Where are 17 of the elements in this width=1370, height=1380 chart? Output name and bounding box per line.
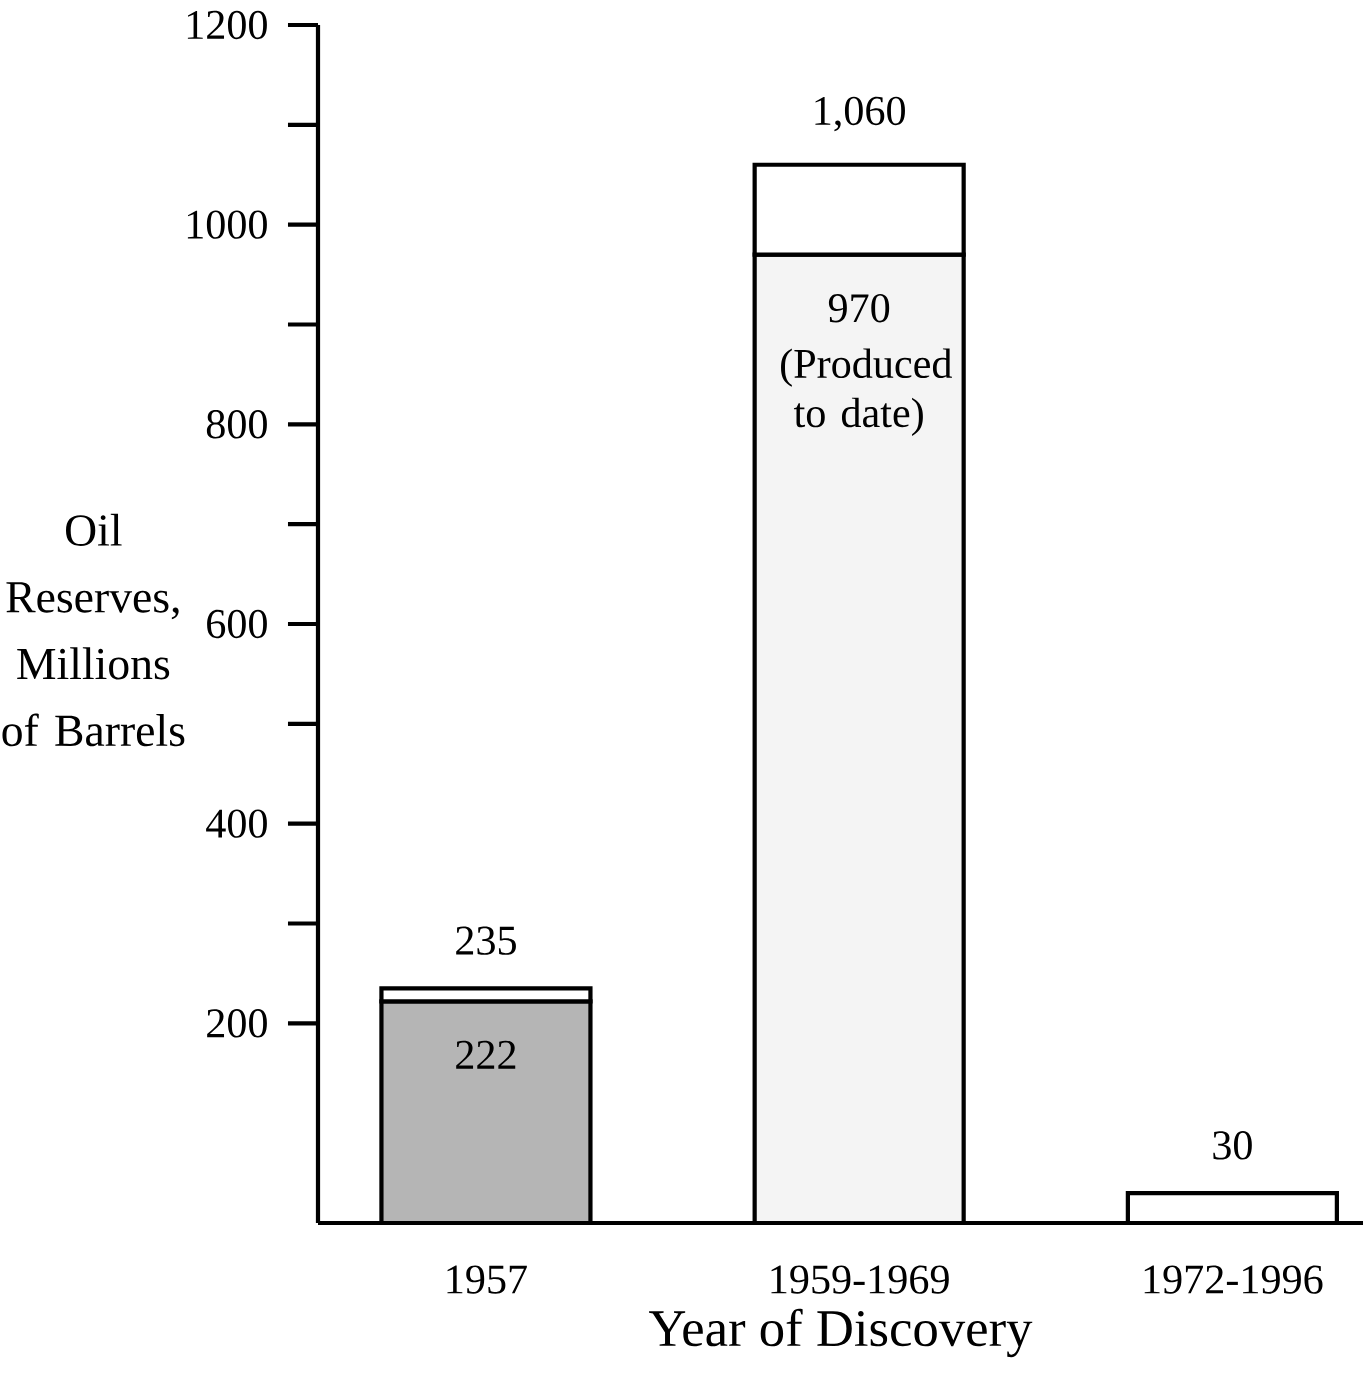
total-label: 30 xyxy=(1213,1131,1252,1160)
data-label: 222 xyxy=(456,1040,516,1069)
y-tick-label: 1000 xyxy=(187,210,267,239)
y-axis-title: Oil Reserves, Millions of Barrels xyxy=(2,513,185,747)
data-label: 970 xyxy=(828,293,890,323)
x-tick-label: 1957 xyxy=(447,1265,527,1294)
total-label: 1,060 xyxy=(815,96,905,132)
y-tick-label: 400 xyxy=(206,809,267,838)
y-tick-label: 200 xyxy=(207,1009,267,1038)
x-tick-label: 1972-1996 xyxy=(1144,1265,1323,1294)
total-label: 235 xyxy=(456,926,516,955)
y-tick-label: 800 xyxy=(206,410,267,439)
x-axis-title: Year of Discovery xyxy=(649,1308,1033,1358)
y-tick-label: 600 xyxy=(207,609,267,639)
annotation: (Produced to date) xyxy=(781,348,952,436)
x-tick-label: 1959-1969 xyxy=(771,1265,949,1294)
y-tick-label: 1200 xyxy=(187,10,267,40)
